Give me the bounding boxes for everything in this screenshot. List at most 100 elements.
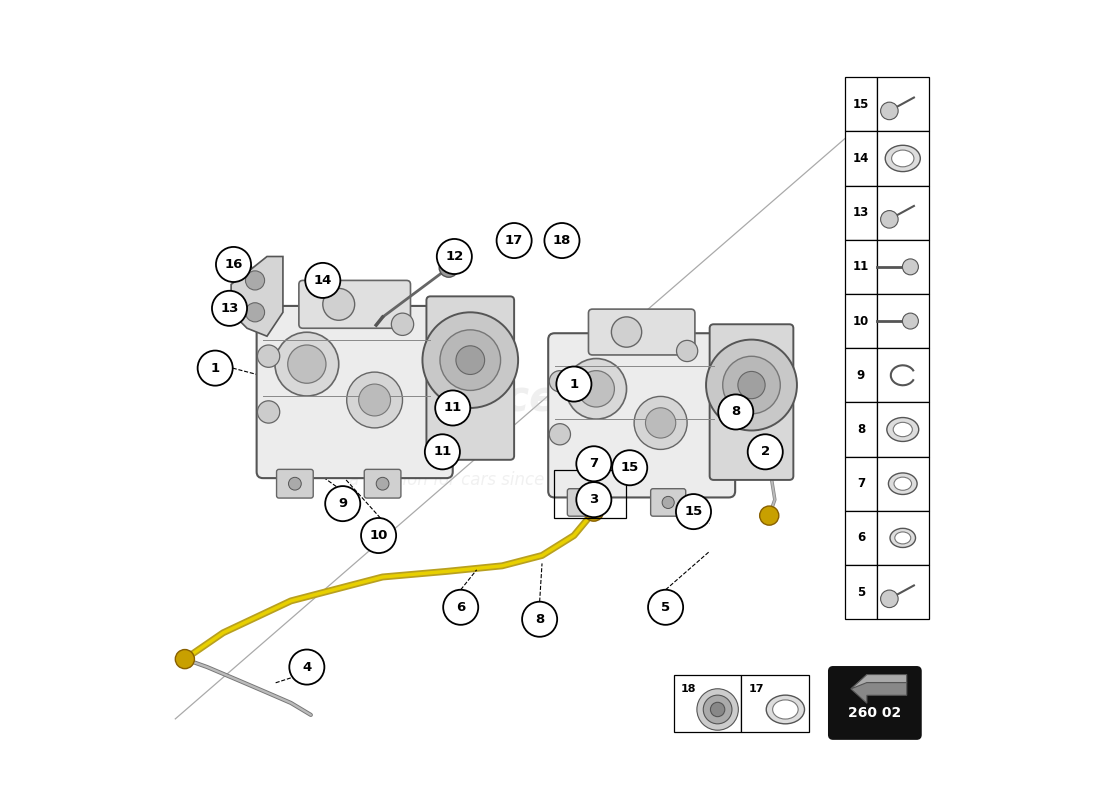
FancyBboxPatch shape: [829, 667, 921, 739]
Text: 3: 3: [590, 493, 598, 506]
Circle shape: [676, 340, 697, 362]
Circle shape: [549, 424, 571, 445]
Text: 6: 6: [857, 531, 865, 545]
Text: 13: 13: [220, 302, 239, 315]
Text: 9: 9: [338, 497, 348, 510]
Bar: [877, 402, 928, 457]
Circle shape: [584, 502, 604, 521]
Circle shape: [902, 313, 918, 329]
Circle shape: [565, 358, 627, 419]
Circle shape: [496, 223, 531, 258]
Circle shape: [697, 689, 738, 730]
Circle shape: [549, 370, 571, 392]
FancyBboxPatch shape: [650, 489, 685, 516]
Bar: [877, 77, 928, 131]
Circle shape: [455, 346, 485, 374]
Circle shape: [676, 494, 711, 529]
Circle shape: [881, 210, 898, 228]
Bar: [877, 240, 928, 294]
Ellipse shape: [887, 418, 918, 442]
Bar: [845, 402, 877, 457]
Circle shape: [212, 290, 248, 326]
Ellipse shape: [767, 695, 804, 724]
Circle shape: [439, 258, 459, 278]
Bar: [877, 131, 928, 186]
Circle shape: [257, 345, 279, 367]
Text: 1: 1: [570, 378, 579, 390]
Text: 10: 10: [852, 314, 869, 327]
FancyBboxPatch shape: [364, 470, 400, 498]
Circle shape: [646, 408, 675, 438]
Ellipse shape: [894, 477, 912, 490]
Text: 5: 5: [857, 586, 865, 598]
FancyBboxPatch shape: [256, 306, 453, 478]
Bar: [845, 511, 877, 565]
Circle shape: [245, 271, 265, 290]
Circle shape: [288, 478, 301, 490]
Text: 18: 18: [553, 234, 571, 247]
Ellipse shape: [889, 473, 917, 494]
Text: 4: 4: [302, 661, 311, 674]
Circle shape: [257, 401, 279, 423]
Bar: [877, 457, 928, 511]
Circle shape: [425, 434, 460, 470]
Text: 15: 15: [852, 98, 869, 110]
Circle shape: [579, 370, 615, 407]
Circle shape: [723, 356, 780, 414]
Text: 2: 2: [761, 446, 770, 458]
Text: a passion for cars since 1985: a passion for cars since 1985: [349, 470, 592, 489]
Text: 14: 14: [852, 152, 869, 165]
Text: 11: 11: [443, 402, 462, 414]
Ellipse shape: [890, 528, 915, 547]
Circle shape: [175, 650, 195, 669]
Text: 14: 14: [314, 274, 332, 287]
Ellipse shape: [893, 422, 912, 437]
Text: 15: 15: [620, 462, 639, 474]
Text: 17: 17: [748, 684, 764, 694]
Text: 7: 7: [590, 458, 598, 470]
Circle shape: [346, 372, 403, 428]
Bar: [877, 186, 928, 240]
Circle shape: [216, 247, 251, 282]
FancyBboxPatch shape: [588, 309, 695, 355]
Circle shape: [634, 397, 688, 450]
Bar: [877, 348, 928, 402]
Text: 260 02: 260 02: [848, 706, 902, 719]
Bar: [845, 131, 877, 186]
Circle shape: [443, 590, 478, 625]
Circle shape: [359, 384, 390, 416]
Circle shape: [544, 223, 580, 258]
Text: 8: 8: [732, 406, 740, 418]
Circle shape: [436, 390, 471, 426]
Ellipse shape: [892, 150, 914, 167]
Circle shape: [376, 478, 389, 490]
Circle shape: [711, 702, 725, 717]
Circle shape: [306, 263, 340, 298]
Circle shape: [613, 450, 647, 486]
Polygon shape: [851, 674, 906, 689]
Circle shape: [322, 288, 354, 320]
Text: 13: 13: [852, 206, 869, 219]
Circle shape: [748, 434, 783, 470]
Circle shape: [198, 350, 233, 386]
Circle shape: [881, 102, 898, 120]
Circle shape: [422, 312, 518, 408]
Bar: [877, 565, 928, 619]
Circle shape: [522, 602, 558, 637]
Text: 15: 15: [684, 505, 703, 518]
Circle shape: [326, 486, 361, 521]
Ellipse shape: [886, 146, 921, 171]
Polygon shape: [851, 674, 906, 703]
Bar: [741, 675, 810, 733]
FancyBboxPatch shape: [427, 296, 514, 460]
Text: 16: 16: [224, 258, 243, 271]
Polygon shape: [231, 257, 283, 336]
Circle shape: [703, 695, 732, 724]
Circle shape: [557, 366, 592, 402]
Circle shape: [440, 330, 500, 390]
Ellipse shape: [772, 700, 799, 719]
Circle shape: [392, 313, 414, 335]
Circle shape: [902, 259, 918, 275]
Text: 11: 11: [433, 446, 451, 458]
Text: eurosources: eurosources: [295, 379, 583, 421]
